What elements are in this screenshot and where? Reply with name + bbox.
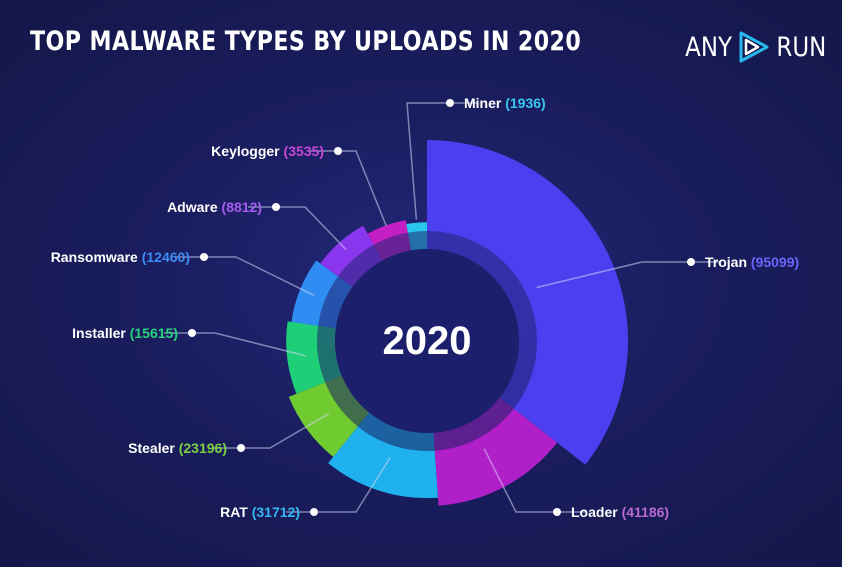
- label-stealer: Stealer (23196): [128, 440, 227, 456]
- sector-installer: [286, 321, 326, 394]
- leader-dot-ransomware: [200, 253, 208, 261]
- label-loader: Loader (41186): [571, 504, 669, 520]
- leader-stealer: [213, 412, 330, 449]
- ring-keylogger: [372, 230, 412, 261]
- leader-dot-stealer: [237, 444, 245, 452]
- center-label: 2020: [383, 319, 472, 363]
- leader-dot-loader: [553, 508, 561, 516]
- label-rat: RAT (31712): [220, 504, 300, 520]
- sector-trojan: [427, 140, 628, 465]
- sector-keylogger: [367, 220, 408, 245]
- ring-miner: [407, 229, 427, 251]
- leader-dot-rat: [310, 508, 318, 516]
- leader-installer: [164, 332, 307, 357]
- leader-dot-adware: [272, 203, 280, 211]
- leader-dot-miner: [446, 99, 454, 107]
- leader-miner: [406, 102, 478, 220]
- logo-any: ANY: [685, 31, 733, 63]
- leader-keylogger: [310, 150, 387, 227]
- ring-installer: [314, 325, 342, 383]
- play-icon: [739, 31, 769, 63]
- logo-run: RUN: [776, 31, 827, 63]
- label-ransomware: Ransomware (12460): [51, 249, 190, 265]
- page-title: TOP MALWARE TYPES BY UPLOADS IN 2020: [30, 26, 582, 57]
- leader-rat: [286, 456, 391, 513]
- leader-loader: [483, 448, 585, 513]
- ring-trojan: [427, 229, 540, 410]
- center-disc: [335, 249, 519, 433]
- sector-loader: [434, 408, 558, 506]
- label-keylogger: Keylogger (3535): [211, 143, 324, 159]
- leader-ransomware: [176, 256, 315, 296]
- label-trojan: Trojan (95099): [705, 254, 799, 270]
- sector-rat: [328, 426, 438, 499]
- ring-adware: [336, 243, 383, 287]
- label-miner: Miner (1936): [464, 95, 546, 111]
- leader-adware: [248, 206, 347, 251]
- ring-stealer: [323, 375, 370, 429]
- sector-miner: [406, 222, 427, 233]
- sector-stealer: [288, 382, 358, 457]
- ring-rat: [356, 412, 435, 453]
- label-adware: Adware (8812): [167, 199, 262, 215]
- ring-ransomware: [316, 275, 353, 329]
- ring-loader: [433, 397, 516, 453]
- logo: ANY RUN: [681, 27, 831, 67]
- leader-dot-keylogger: [334, 147, 342, 155]
- sector-adware: [320, 225, 374, 277]
- leader-dot-trojan: [687, 258, 695, 266]
- leader-dot-installer: [188, 329, 196, 337]
- label-installer: Installer (15615): [72, 325, 178, 341]
- sector-ransomware: [291, 260, 339, 326]
